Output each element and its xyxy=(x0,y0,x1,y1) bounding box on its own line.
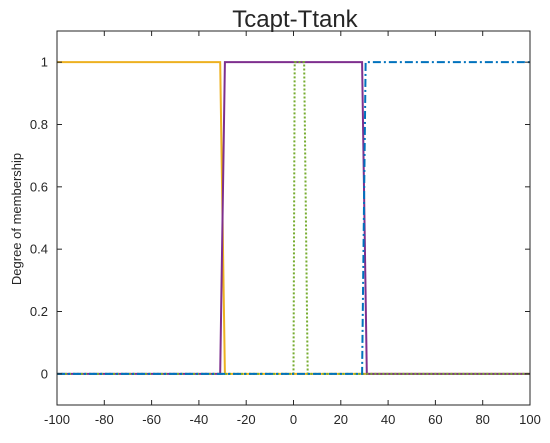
chart-title: Tcapt-Ttank xyxy=(232,6,358,33)
x-tick-label: -40 xyxy=(190,412,209,427)
x-tick-label: 40 xyxy=(381,412,395,427)
series-layer xyxy=(57,61,530,375)
y-axis-ticks: 0 0.2 0.4 0.6 0.8 1 xyxy=(30,55,530,381)
x-axis-ticks: -100 -80 -60 -40 -20 0 20 40 60 80 100 xyxy=(44,31,541,427)
x-tick-label: 100 xyxy=(519,412,541,427)
x-tick-label: -20 xyxy=(237,412,256,427)
x-tick-label: 60 xyxy=(428,412,442,427)
y-tick-label: 0.8 xyxy=(30,117,48,132)
y-tick-label: 0 xyxy=(41,366,48,381)
x-tick-label: 0 xyxy=(290,412,297,427)
x-tick-label: -80 xyxy=(95,412,114,427)
x-tick-label: 80 xyxy=(475,412,489,427)
x-tick-label: 20 xyxy=(334,412,348,427)
y-tick-label: 0.2 xyxy=(30,304,48,319)
y-tick-label: 0.4 xyxy=(30,242,48,257)
y-tick-label: 1 xyxy=(41,55,48,70)
series-line-4 xyxy=(57,61,530,375)
x-tick-label: -100 xyxy=(44,412,70,427)
y-axis-label: Degree of membership xyxy=(9,153,24,285)
x-tick-label: -60 xyxy=(142,412,161,427)
y-tick-label: 0.6 xyxy=(30,179,48,194)
series-line-3 xyxy=(57,61,530,375)
